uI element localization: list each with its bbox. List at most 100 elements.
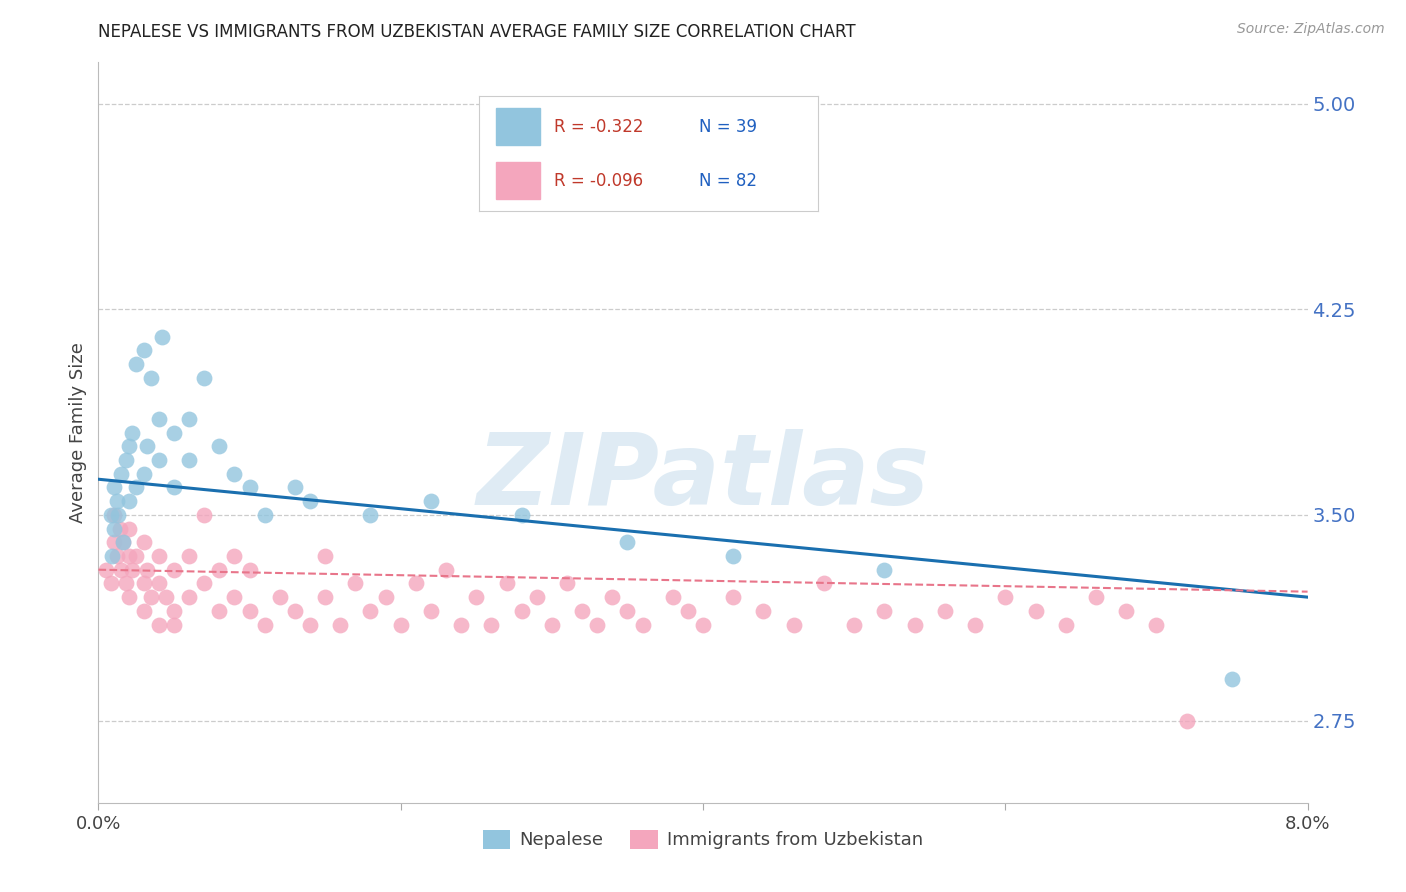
Point: [299, 617, 322, 632]
Point: [616, 535, 638, 549]
Point: [752, 604, 775, 618]
Point: [100, 508, 122, 522]
Point: [193, 371, 215, 385]
Point: [107, 508, 129, 522]
Point: [179, 590, 201, 604]
Text: Source: ZipAtlas.com: Source: ZipAtlas.com: [1237, 22, 1385, 37]
Point: [844, 617, 866, 632]
Point: [163, 604, 186, 618]
Point: [676, 604, 699, 618]
Point: [526, 590, 548, 604]
Point: [110, 467, 132, 481]
Point: [723, 549, 745, 563]
Point: [616, 604, 638, 618]
Point: [224, 549, 246, 563]
Point: [132, 535, 155, 549]
Point: [602, 590, 624, 604]
Point: [1054, 617, 1077, 632]
Point: [108, 522, 131, 536]
Point: [873, 563, 896, 577]
Point: [101, 549, 124, 563]
Point: [344, 576, 367, 591]
Point: [179, 549, 201, 563]
Point: [118, 494, 141, 508]
Point: [125, 480, 148, 494]
Point: [132, 343, 155, 358]
Point: [148, 549, 170, 563]
Point: [495, 576, 517, 591]
Point: [132, 576, 155, 591]
Point: [132, 604, 155, 618]
Point: [208, 439, 231, 453]
Point: [103, 480, 125, 494]
Point: [450, 617, 472, 632]
Point: [94, 563, 117, 577]
Point: [631, 617, 654, 632]
Point: [360, 604, 382, 618]
Point: [118, 590, 141, 604]
Point: [1220, 673, 1243, 687]
Point: [555, 576, 578, 591]
Point: [783, 617, 806, 632]
Point: [723, 590, 745, 604]
Point: [141, 590, 163, 604]
Point: [121, 425, 143, 440]
Point: [111, 535, 134, 549]
Text: ZIPatlas: ZIPatlas: [477, 428, 929, 525]
Point: [110, 563, 132, 577]
Point: [1146, 617, 1168, 632]
Point: [105, 494, 128, 508]
Point: [1025, 604, 1047, 618]
Point: [1085, 590, 1108, 604]
Point: [510, 508, 533, 522]
Point: [105, 549, 128, 563]
Point: [224, 590, 246, 604]
Point: [994, 590, 1017, 604]
Point: [692, 617, 714, 632]
Legend: Nepalese, Immigrants from Uzbekistan: Nepalese, Immigrants from Uzbekistan: [477, 823, 929, 856]
Point: [269, 590, 291, 604]
Point: [121, 563, 143, 577]
Point: [148, 412, 170, 426]
Point: [163, 617, 186, 632]
Point: [1115, 604, 1137, 618]
Point: [813, 576, 835, 591]
Point: [329, 617, 352, 632]
Text: NEPALESE VS IMMIGRANTS FROM UZBEKISTAN AVERAGE FAMILY SIZE CORRELATION CHART: NEPALESE VS IMMIGRANTS FROM UZBEKISTAN A…: [98, 23, 856, 41]
Point: [193, 508, 215, 522]
Point: [103, 508, 125, 522]
Point: [540, 617, 562, 632]
Point: [284, 480, 307, 494]
Point: [118, 549, 141, 563]
Point: [135, 563, 157, 577]
Point: [253, 508, 276, 522]
Point: [163, 425, 186, 440]
Point: [314, 590, 336, 604]
Point: [904, 617, 927, 632]
Point: [148, 576, 170, 591]
Point: [155, 590, 177, 604]
Point: [586, 617, 609, 632]
Point: [239, 563, 262, 577]
Point: [163, 563, 186, 577]
Point: [661, 590, 683, 604]
Point: [148, 453, 170, 467]
Point: [135, 439, 157, 453]
Point: [1175, 714, 1198, 728]
Point: [314, 549, 336, 563]
Point: [208, 563, 231, 577]
Point: [434, 563, 457, 577]
Point: [163, 480, 186, 494]
Point: [114, 576, 136, 591]
Point: [100, 576, 122, 591]
Point: [389, 617, 412, 632]
Point: [125, 357, 148, 371]
Y-axis label: Average Family Size: Average Family Size: [69, 343, 87, 523]
Point: [224, 467, 246, 481]
Point: [208, 604, 231, 618]
Point: [125, 549, 148, 563]
Point: [193, 576, 215, 591]
Point: [141, 371, 163, 385]
Point: [132, 467, 155, 481]
Point: [118, 439, 141, 453]
